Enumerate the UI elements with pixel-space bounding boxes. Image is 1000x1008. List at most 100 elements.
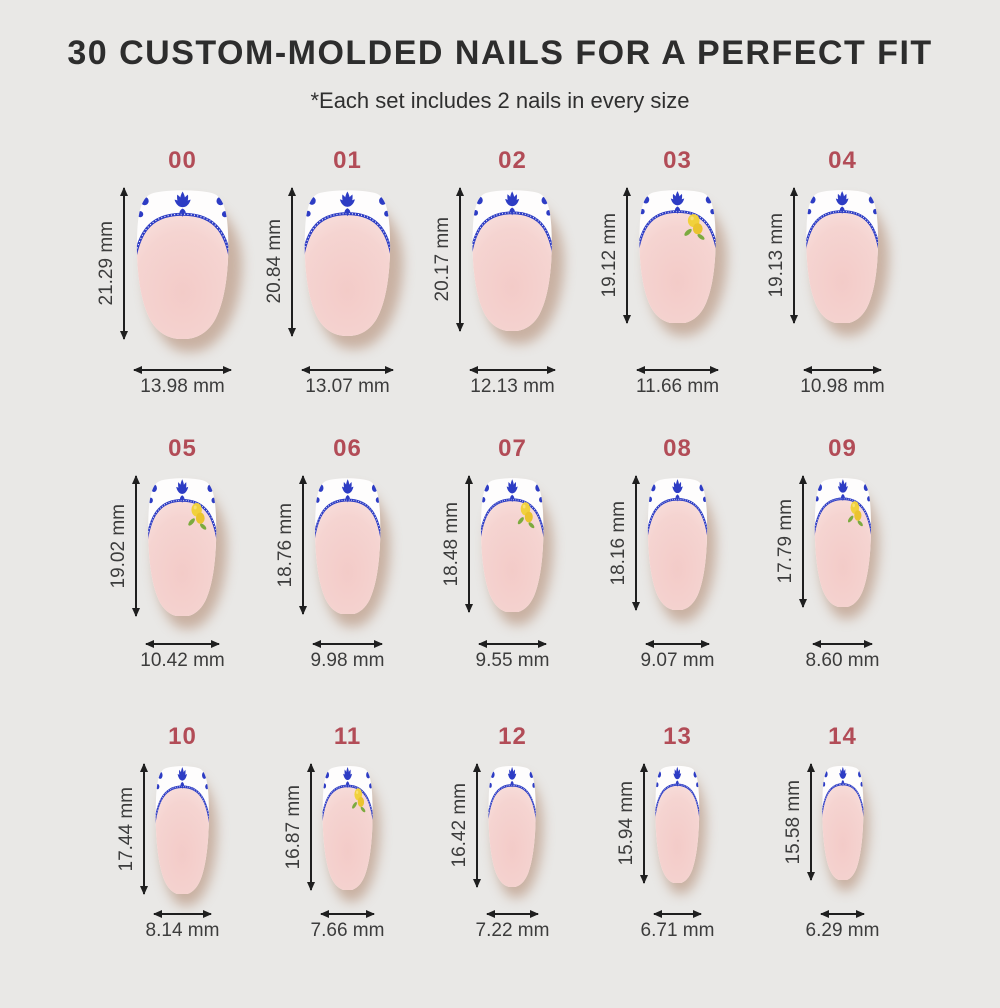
size-cell-12: 12 16.42 mm	[430, 720, 595, 1008]
height-arrow	[801, 475, 804, 608]
nail-photo	[637, 188, 727, 336]
size-number: 01	[333, 146, 362, 174]
height-measurement: 20.84 mm	[264, 219, 286, 304]
nail-photo	[804, 188, 890, 336]
size-cell-00: 00 21.29 mm	[96, 144, 265, 432]
page-subtitle: *Each set includes 2 nails in every size	[310, 87, 690, 113]
width-measurement: 10.42 mm	[140, 649, 225, 671]
press-on-nail-illustration	[639, 189, 716, 324]
blue-fan-motif	[673, 766, 682, 779]
beaded-dot-line	[647, 498, 708, 557]
nail-photo	[302, 188, 403, 349]
beaded-dot-line	[148, 499, 217, 561]
size-cell-11: 11 16.87 mm	[265, 720, 430, 1008]
press-on-nail-illustration	[322, 765, 373, 891]
height-arrow	[309, 763, 312, 891]
beaded-dot-line	[136, 213, 229, 279]
size-cell-04: 04 19.13 mm	[760, 144, 925, 432]
size-row-2: 05 19.02 mm	[100, 432, 960, 720]
width-measure: 13.07 mm	[302, 368, 393, 398]
blue-drop-cluster	[345, 494, 350, 503]
press-on-nail-illustration	[647, 477, 708, 611]
blue-drop-cluster	[344, 207, 351, 216]
nail-pink-bed	[806, 211, 879, 324]
width-measure: 8.60 mm	[806, 642, 879, 672]
width-measurement: 11.66 mm	[635, 375, 720, 397]
width-measure: 13.98 mm	[133, 368, 232, 398]
blue-fan-motif	[176, 478, 189, 494]
width-measure: 10.42 mm	[140, 642, 225, 672]
width-measure: 7.66 mm	[311, 912, 384, 942]
height-measure: 19.13 mm	[766, 187, 796, 324]
height-arrow	[291, 187, 294, 336]
height-measurement: 18.76 mm	[274, 502, 296, 588]
width-measure: 7.22 mm	[476, 912, 549, 942]
width-measurement: 7.66 mm	[310, 919, 385, 941]
height-measure: 15.94 mm	[616, 763, 646, 884]
nail-photo	[487, 764, 544, 898]
height-measure: 20.17 mm	[432, 187, 462, 331]
nail-photo	[646, 476, 716, 623]
blue-drop-cluster	[509, 207, 516, 215]
nail-figure: 15.94 mm	[616, 763, 714, 942]
height-measure: 18.48 mm	[441, 475, 471, 613]
size-row-3: 10 17.44 mm	[100, 720, 960, 1008]
height-measurement: 15.94 mm	[616, 781, 638, 866]
width-arrow	[470, 368, 555, 371]
width-measurement: 13.07 mm	[305, 375, 390, 397]
header: 30 CUSTOM-MOLDED NAILS FOR A PERFECT FIT…	[0, 0, 1000, 114]
width-arrow	[302, 368, 393, 371]
size-row-1: 00 21.29 mm	[96, 144, 960, 432]
size-cell-14: 14 15.58 mm	[760, 720, 925, 1008]
height-measurement: 19.12 mm	[599, 213, 620, 298]
blue-fan-motif	[339, 191, 356, 207]
height-measurement: 21.29 mm	[95, 221, 117, 306]
blue-fan-motif	[670, 190, 685, 205]
beaded-dot-line	[322, 785, 373, 840]
nail-photo	[146, 476, 227, 630]
width-measurement: 12.13 mm	[470, 375, 555, 397]
nail-figure: 17.79 mm	[775, 475, 879, 672]
blue-fan-motif	[174, 191, 191, 207]
nail-pink-bed	[814, 498, 871, 608]
lemon-decoration	[684, 213, 705, 240]
height-arrow	[301, 475, 304, 615]
blue-fan-motif	[341, 478, 354, 494]
width-arrow	[320, 912, 375, 915]
width-measure: 6.71 mm	[641, 912, 714, 942]
size-number: 06	[333, 434, 362, 462]
width-measurement: 6.71 mm	[640, 919, 715, 941]
beaded-dot-line	[821, 783, 864, 834]
nail-pink-bed	[639, 211, 716, 324]
press-on-nail-illustration	[821, 765, 864, 881]
height-arrow	[122, 187, 125, 339]
width-measure: 10.98 mm	[800, 368, 885, 398]
width-arrow	[133, 368, 232, 371]
height-measurement: 20.17 mm	[432, 217, 454, 302]
height-arrow	[459, 187, 462, 331]
nail-figure: 16.42 mm	[449, 763, 549, 942]
blue-drop-cluster	[179, 208, 186, 217]
width-arrow	[812, 642, 873, 645]
blue-fan-motif	[343, 766, 352, 780]
nail-photo	[821, 764, 870, 891]
blue-drop-cluster	[180, 781, 185, 789]
blue-drop-cluster	[510, 780, 515, 788]
nail-figure: 16.87 mm	[283, 763, 384, 942]
blue-fan-motif	[506, 478, 518, 494]
width-arrow	[804, 368, 881, 371]
height-measurement: 15.58 mm	[782, 779, 804, 865]
blue-side-dots	[814, 483, 871, 502]
size-number: 08	[663, 434, 692, 462]
width-arrow	[820, 912, 865, 915]
press-on-nail-illustration	[655, 765, 700, 884]
nail-pink-bed	[322, 785, 373, 891]
height-arrow	[809, 763, 812, 881]
width-measure: 9.98 mm	[311, 642, 384, 672]
blue-fan-motif	[177, 766, 188, 781]
width-measurement: 10.98 mm	[800, 375, 885, 397]
press-on-nail-illustration	[148, 477, 217, 617]
height-arrow	[468, 475, 471, 613]
blue-drop-cluster	[180, 494, 185, 503]
blue-fan-motif	[836, 190, 849, 205]
